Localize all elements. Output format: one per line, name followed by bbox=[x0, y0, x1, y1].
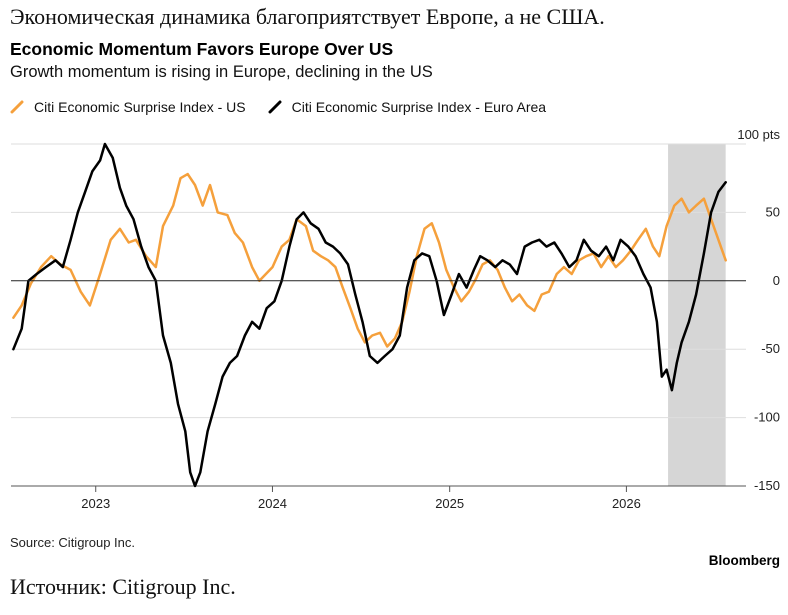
y-tick-label: 100 pts bbox=[737, 127, 780, 142]
series-line-euro-area bbox=[12, 142, 727, 488]
chart-title: Economic Momentum Favors Europe Over US bbox=[10, 39, 394, 59]
series-line-us bbox=[12, 172, 727, 348]
x-tick-label: 2024 bbox=[258, 496, 287, 511]
x-tick-label: 2025 bbox=[435, 496, 464, 511]
y-tick-label: -50 bbox=[761, 341, 780, 356]
chart-subtitle: Growth momentum is rising in Europe, dec… bbox=[10, 63, 433, 81]
russian-title: Экономическая динамика благоприятствует … bbox=[10, 4, 605, 29]
x-tick-label: 2023 bbox=[81, 496, 110, 511]
y-tick-label: -150 bbox=[754, 478, 780, 493]
chart-legend: Citi Economic Surprise Index - US Citi E… bbox=[10, 99, 568, 115]
legend-item-euro-area: Citi Economic Surprise Index - Euro Area bbox=[268, 99, 546, 115]
legend-swatch-us-line bbox=[10, 100, 24, 114]
legend-item-us: Citi Economic Surprise Index - US bbox=[10, 99, 246, 115]
source-note: Source: Citigroup Inc. bbox=[10, 535, 136, 550]
y-tick-label: 50 bbox=[766, 204, 780, 219]
bloomberg-logo: Bloomberg bbox=[708, 553, 780, 568]
legend-label-us: Citi Economic Surprise Index - US bbox=[34, 99, 246, 115]
legend-swatch-us bbox=[10, 100, 24, 114]
legend-swatch-euro-area-line bbox=[268, 100, 282, 114]
russian-source-note: Источник: Citigroup Inc. bbox=[10, 574, 236, 599]
y-tick-label: -100 bbox=[754, 410, 780, 425]
x-tick-label: 2026 bbox=[612, 496, 641, 511]
y-tick-label: 0 bbox=[773, 273, 780, 288]
legend-swatch-euro-area bbox=[268, 100, 282, 114]
line-chart: 100 pts 50 0 -50 -100 -150 2023 2024 2025 2026 bbox=[11, 127, 780, 511]
legend-label-euro-area: Citi Economic Surprise Index - Euro Area bbox=[291, 99, 547, 115]
